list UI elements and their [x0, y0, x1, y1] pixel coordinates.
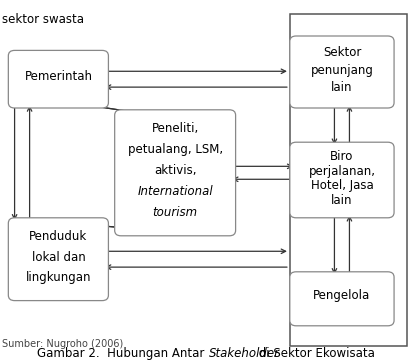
Text: International: International: [137, 185, 213, 198]
Text: Pengelola: Pengelola: [313, 289, 371, 302]
Text: Penduduk: Penduduk: [29, 230, 88, 243]
Text: petualang, LSM,: petualang, LSM,: [128, 143, 223, 156]
Text: perjalanan,: perjalanan,: [309, 165, 375, 178]
Text: Stakeholder: Stakeholder: [208, 347, 279, 360]
Text: Pemerintah: Pemerintah: [24, 69, 93, 82]
FancyBboxPatch shape: [290, 272, 394, 326]
FancyBboxPatch shape: [8, 218, 108, 301]
FancyBboxPatch shape: [290, 142, 394, 218]
Bar: [290, 14, 407, 346]
Text: lingkungan: lingkungan: [25, 271, 91, 284]
Text: di Sektor Ekowisata: di Sektor Ekowisata: [255, 347, 375, 360]
Text: Biro: Biro: [330, 150, 354, 163]
FancyBboxPatch shape: [8, 50, 108, 108]
Text: tourism: tourism: [153, 206, 198, 219]
Text: lokal dan: lokal dan: [32, 251, 85, 264]
Text: Sumber: Nugroho (2006): Sumber: Nugroho (2006): [2, 339, 123, 349]
Text: sektor swasta: sektor swasta: [2, 13, 84, 26]
Text: Hotel, Jasa: Hotel, Jasa: [311, 179, 373, 192]
FancyBboxPatch shape: [115, 110, 236, 236]
Text: lain: lain: [331, 194, 353, 207]
Text: lain: lain: [331, 81, 353, 94]
FancyBboxPatch shape: [290, 36, 394, 108]
Text: Peneliti,: Peneliti,: [151, 122, 199, 135]
Text: penunjang: penunjang: [311, 64, 373, 77]
Text: Gambar 2.  Hubungan Antar: Gambar 2. Hubungan Antar: [38, 347, 208, 360]
Text: Sektor: Sektor: [323, 46, 361, 59]
Text: aktivis,: aktivis,: [154, 164, 196, 177]
